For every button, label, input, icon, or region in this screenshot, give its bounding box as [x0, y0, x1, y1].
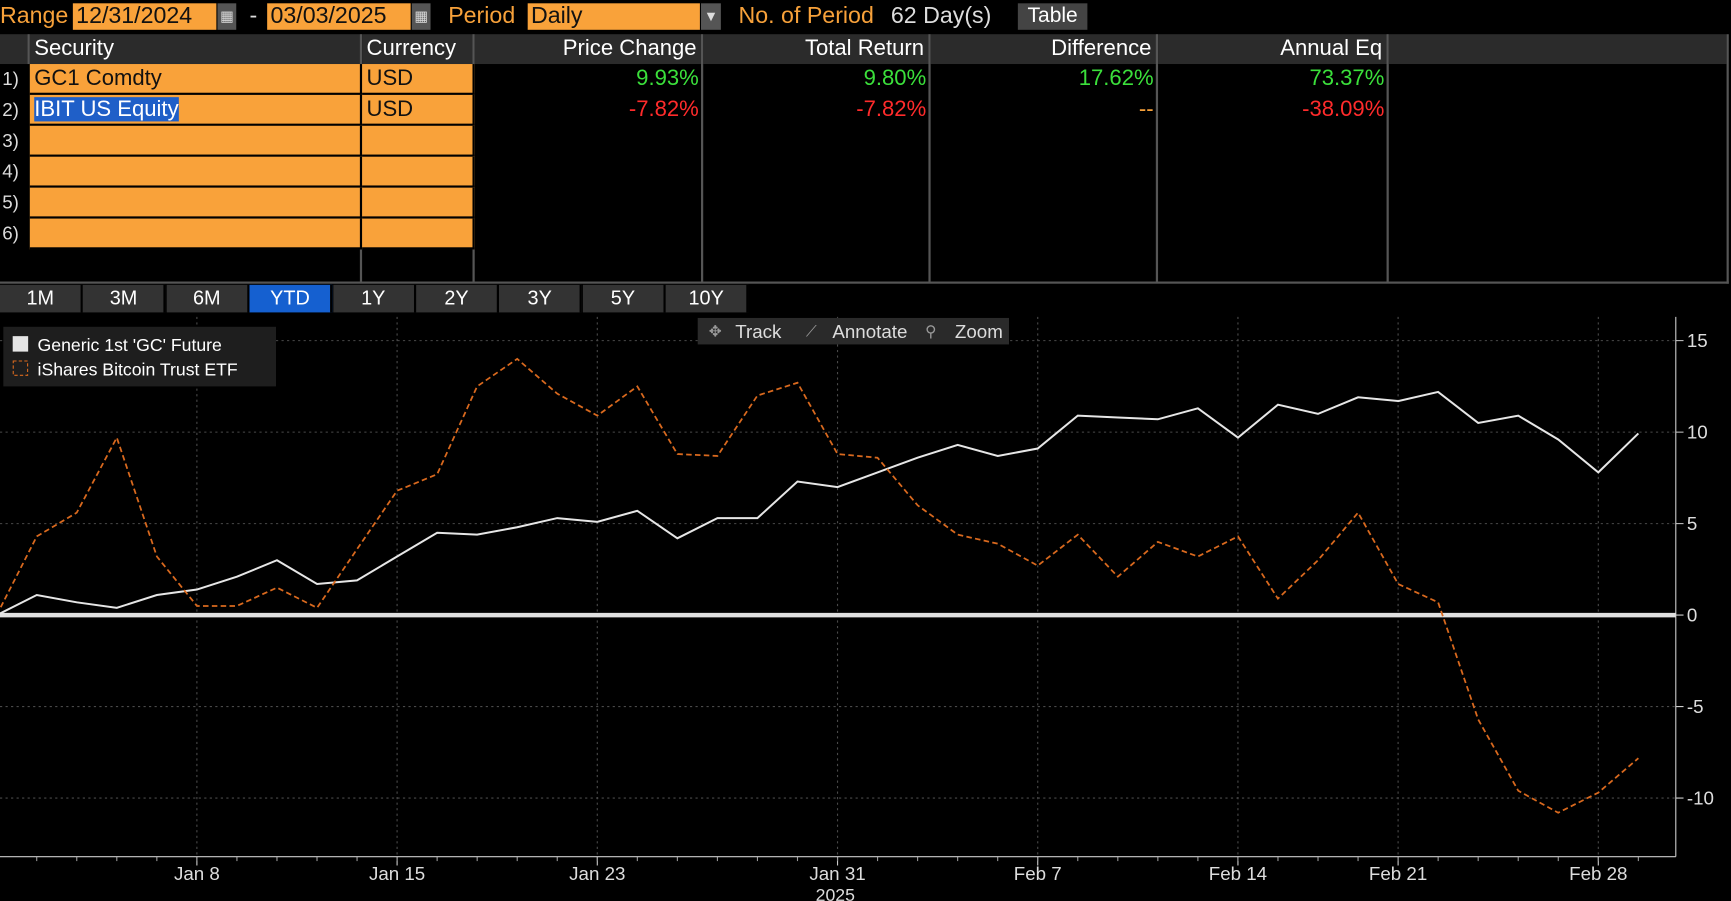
range-separator: -	[249, 3, 258, 29]
table-cell[interactable]: USD	[366, 97, 414, 122]
input-cell[interactable]	[362, 187, 475, 219]
range-button[interactable]: 1M	[0, 284, 83, 313]
row-number: 3)	[2, 130, 19, 152]
x-tick-label: Feb 7	[1014, 863, 1062, 884]
row-number: 5)	[2, 192, 19, 214]
x-tick-label: Feb 28	[1569, 863, 1627, 884]
column-divider	[701, 64, 704, 282]
securities-table: Security Currency Price Change Total Return…	[0, 34, 1729, 284]
periods-label: No. of Period	[738, 3, 874, 29]
input-cell[interactable]	[29, 64, 363, 95]
input-cell[interactable]	[29, 218, 363, 250]
table-cell[interactable]: USD	[366, 66, 414, 91]
header-cell	[1388, 34, 1727, 65]
tool-button[interactable]: Annotate	[832, 321, 907, 342]
x-tick-label: Feb 14	[1209, 863, 1267, 884]
range-button[interactable]: 6M	[166, 284, 250, 313]
header-cell	[0, 34, 30, 65]
input-cell[interactable]	[362, 125, 475, 157]
y-tick-label: 5	[1687, 513, 1697, 534]
period-dropdown[interactable]: Daily	[527, 3, 700, 30]
range-button[interactable]: 1Y	[332, 284, 416, 313]
column-header: Security	[29, 34, 363, 65]
periods-value: 62 Day(s)	[890, 3, 992, 29]
table-cell: --	[1138, 97, 1154, 122]
dropdown-arrow[interactable]: ▼	[701, 3, 721, 30]
row-number: 6)	[2, 222, 19, 244]
range-button[interactable]: 2Y	[416, 284, 499, 313]
tool-icon: ⟋	[806, 324, 817, 341]
range-button[interactable]: 10Y	[665, 284, 749, 313]
end-date-input[interactable]: 03/03/2025	[267, 3, 411, 30]
column-divider	[1386, 64, 1389, 282]
input-cell[interactable]	[362, 94, 475, 126]
table-cell[interactable]: IBIT US Equity	[30, 95, 362, 125]
column-header: Annual Eq	[1158, 34, 1389, 65]
chart: -10 -5 0 5 10 15 Jan 8 Jan 15 Jan 23 Jan 31 Feb 7 F…	[0, 316, 1714, 901]
row-number: 4)	[2, 161, 19, 183]
tool-icon: ⚲	[925, 324, 936, 341]
y-tick-label: -10	[1687, 788, 1714, 809]
x-group-label: 2025	[816, 885, 855, 901]
range-button[interactable]: 5Y	[582, 284, 666, 313]
tool-icon: ✥	[709, 324, 722, 341]
tool-button[interactable]: Zoom	[955, 321, 1003, 342]
column-divider	[928, 64, 931, 282]
table-cell: 73.37%	[1309, 66, 1385, 91]
x-tick-label: Jan 23	[569, 863, 625, 884]
table-cell[interactable]: GC1 Comdty	[34, 66, 162, 91]
period-label: Period	[448, 3, 516, 29]
x-tick-label: Jan 8	[174, 863, 220, 884]
tool-button[interactable]: Track	[735, 321, 782, 342]
range-button[interactable]: 3M	[83, 284, 167, 313]
range-button[interactable]: 3Y	[499, 284, 583, 313]
input-cell[interactable]	[29, 125, 363, 157]
y-tick-label: 10	[1687, 422, 1708, 443]
table-cell: -7.82%	[856, 97, 927, 122]
tool-bar	[697, 317, 1010, 345]
legend-label: iShares Bitcoin Trust ETF	[38, 359, 238, 379]
input-cell[interactable]	[362, 156, 475, 188]
input-cell[interactable]	[362, 218, 475, 250]
legend-swatch	[12, 336, 29, 352]
series-line	[0, 357, 1639, 814]
table-cell: -7.82%	[628, 97, 699, 122]
selected-text: IBIT US Equity	[34, 97, 179, 122]
column-header: Price Change	[474, 34, 704, 65]
x-tick-label: Jan 31	[809, 863, 865, 884]
input-cell[interactable]	[29, 156, 363, 188]
range-buttons: 1M 3M 6M YTD 1Y 2Y 3Y 5Y 10Y	[0, 284, 751, 313]
table-cell: 9.93%	[636, 66, 699, 91]
x-tick-label: Jan 15	[369, 863, 425, 884]
input-cell[interactable]	[362, 64, 475, 95]
range-label: Range	[0, 3, 69, 29]
y-tick-label: 15	[1687, 330, 1708, 351]
table-button[interactable]: Table	[1017, 3, 1088, 30]
calendar-icon[interactable]: ▦	[411, 3, 431, 30]
row-number: 2)	[2, 99, 19, 121]
column-header: Total Return	[703, 34, 931, 65]
column-header: Currency	[362, 34, 475, 65]
range-button[interactable]: YTD	[249, 284, 333, 313]
input-cell[interactable]	[29, 187, 363, 219]
table-cell: -38.09%	[1302, 97, 1385, 122]
row-number: 1)	[2, 68, 19, 90]
y-tick-label: 0	[1687, 605, 1697, 626]
column-divider	[1155, 64, 1159, 282]
series-line	[0, 390, 1640, 615]
y-tick-label: -5	[1687, 696, 1704, 717]
legend-box	[3, 326, 276, 387]
x-tick-label: Feb 21	[1369, 863, 1427, 884]
column-header: Difference	[930, 34, 1159, 65]
table-cell: 17.62%	[1078, 66, 1154, 91]
table-cell: 9.80%	[863, 66, 927, 91]
legend-swatch	[12, 360, 29, 376]
calendar-icon[interactable]: ▦	[217, 3, 237, 30]
legend-label: Generic 1st 'GC' Future	[38, 335, 223, 355]
start-date-input[interactable]: 12/31/2024	[72, 3, 217, 30]
legend: Generic 1st 'GC' Future iShares Bitcoin T…	[3, 326, 276, 387]
